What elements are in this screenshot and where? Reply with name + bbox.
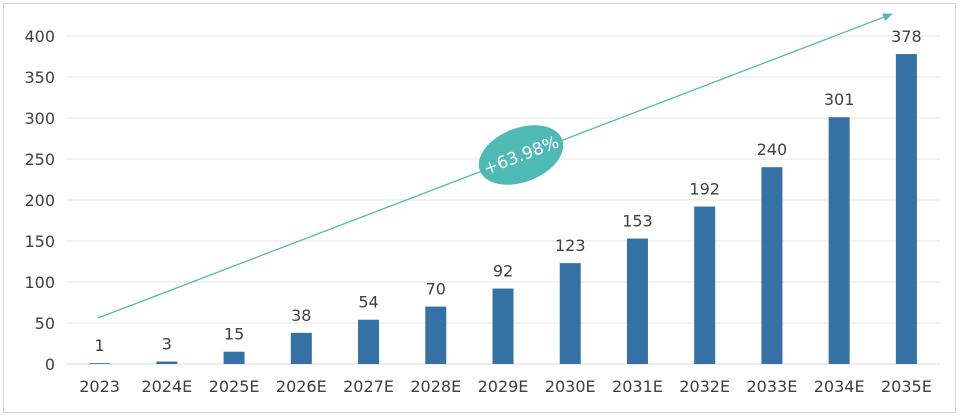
data-label: 1: [95, 336, 105, 355]
chart-frame: [3, 3, 956, 413]
bar: [828, 117, 850, 365]
data-label: 240: [757, 140, 788, 159]
bar: [694, 206, 716, 364]
bar: [425, 306, 447, 364]
bar-series: [89, 54, 917, 365]
y-tick-label: 300: [24, 109, 55, 128]
data-label: 38: [291, 306, 311, 325]
x-tick-label: 2026E: [276, 377, 327, 396]
bar: [626, 238, 648, 364]
growth-rate-badge: +63.98%: [478, 125, 564, 185]
data-label: 54: [358, 293, 378, 312]
y-tick-label: 50: [35, 314, 55, 333]
x-tick-label: 2033E: [747, 377, 798, 396]
x-tick-label: 2029E: [478, 377, 529, 396]
gridlines: [66, 35, 940, 365]
data-labels: 1 3 15 38 54 70 92 123 153 192 240 301 378: [95, 27, 922, 355]
x-tick-label: 2027E: [343, 377, 394, 396]
data-label: 192: [689, 180, 720, 199]
y-tick-label: 150: [24, 232, 55, 251]
bar: [895, 54, 917, 364]
x-tick-label: 2032E: [679, 377, 730, 396]
x-tick-label: 2034E: [814, 377, 865, 396]
x-tick-label: 2035E: [881, 377, 932, 396]
bar: [761, 167, 783, 364]
x-tick-label: 2028E: [410, 377, 461, 396]
y-tick-label: 350: [24, 68, 55, 87]
x-tick-label: 2024E: [141, 377, 192, 396]
x-tick-label: 2025E: [209, 377, 260, 396]
x-tick-label: 2023: [79, 377, 120, 396]
bar: [358, 319, 380, 364]
data-label: 15: [224, 325, 244, 344]
bar: [156, 361, 178, 364]
y-tick-label: 400: [24, 27, 55, 46]
data-label: 378: [891, 27, 922, 46]
data-label: 92: [493, 262, 513, 281]
y-tick-label: 200: [24, 191, 55, 210]
data-label: 153: [622, 212, 653, 231]
x-tick-label: 2031E: [612, 377, 663, 396]
y-tick-label: 250: [24, 150, 55, 169]
data-label: 70: [426, 280, 446, 299]
y-tick-label: 100: [24, 273, 55, 292]
bar: [223, 351, 245, 364]
bar: [290, 332, 312, 364]
data-label: 301: [824, 90, 855, 109]
data-label: 123: [555, 236, 586, 255]
y-tick-label: 0: [45, 355, 55, 374]
bar: [559, 263, 581, 364]
x-tick-label: 2030E: [545, 377, 596, 396]
bar: [492, 288, 514, 364]
data-label: 3: [162, 335, 172, 354]
y-axis: 0 50 100 150 200 250 300 350 400: [24, 27, 55, 374]
bar: [89, 363, 111, 364]
growth-rate-ellipse: [478, 125, 564, 185]
x-axis: 2023 2024E 2025E 2026E 2027E 2028E 2029E 2030E 2…: [79, 377, 932, 396]
